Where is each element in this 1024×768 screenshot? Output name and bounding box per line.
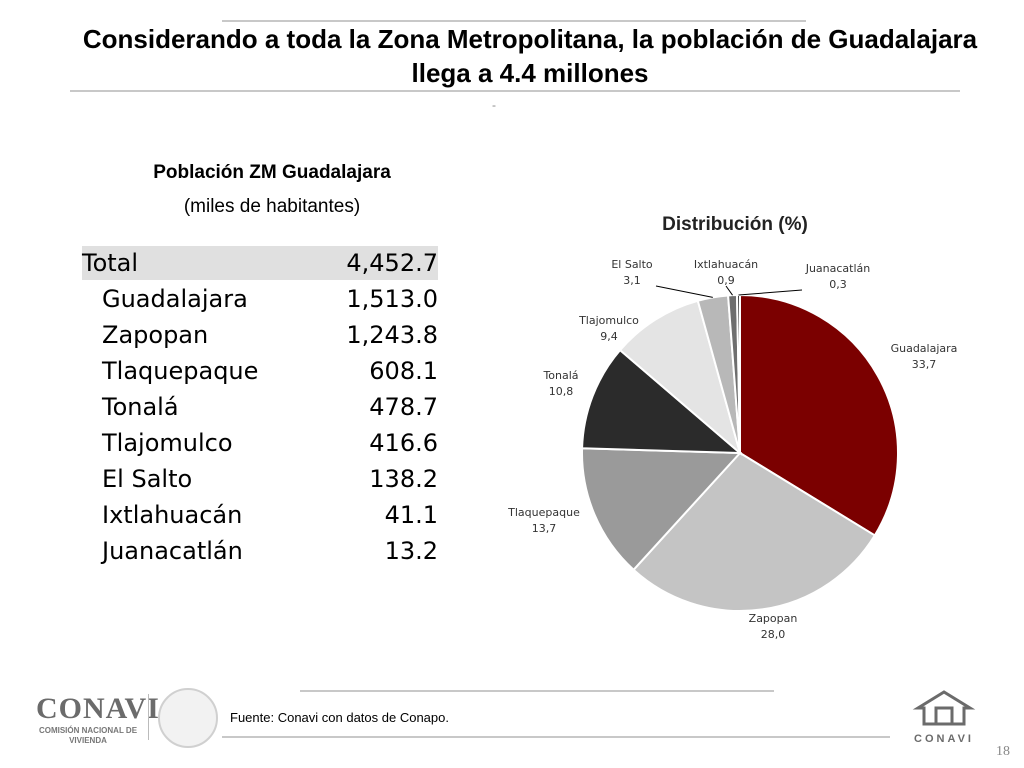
top-rule-2 (70, 90, 960, 92)
row-label: Tonalá (102, 393, 179, 421)
pie-slice-zapopan (632, 451, 877, 612)
conavi-logo: CONAVI COMISIÓN NACIONAL DE VIVIENDA (36, 692, 160, 746)
logo-separator (148, 694, 149, 740)
row-label: Total (82, 249, 139, 277)
pie-slice-guadalajara (739, 293, 899, 537)
row-value: 13.2 (384, 537, 438, 565)
table-row: Ixtlahuacán 41.1 (82, 498, 438, 532)
bottom-rule-1 (300, 690, 774, 692)
slice-name-label: Ixtlahuacán (694, 258, 758, 271)
table-row: Guadalajara 1,513.0 (82, 282, 438, 316)
house-icon (912, 690, 976, 726)
row-value: 416.6 (369, 429, 438, 457)
conavi-tagline: COMISIÓN NACIONAL DE VIVIENDA (38, 726, 138, 745)
source-note: Fuente: Conavi con datos de Conapo. (230, 710, 449, 725)
row-label: Tlajomulco (102, 429, 233, 457)
slice-name-label: El Salto (611, 258, 653, 271)
title-dash: - (492, 98, 496, 112)
slice-value-label: 0,3 (829, 278, 847, 291)
chart-title: Distribución (%) (662, 214, 808, 235)
table-subtitle: (miles de habitantes) (183, 196, 361, 217)
table-row: Tlaquepaque 608.1 (82, 354, 438, 388)
page-number: 18 (996, 744, 1010, 759)
slice-value-label: 0,9 (717, 274, 735, 287)
row-value: 1,243.8 (346, 321, 438, 349)
slice-name-label: Tonalá (542, 369, 578, 382)
leader-line (725, 285, 733, 296)
bottom-rule-2 (222, 736, 890, 738)
leader-line (738, 289, 803, 296)
row-value: 478.7 (369, 393, 438, 421)
row-value: 138.2 (369, 465, 438, 493)
slice-name-label: Juanacatlán (805, 262, 871, 275)
row-value: 41.1 (384, 501, 438, 529)
table-row: El Salto 138.2 (82, 462, 438, 496)
table-row: Juanacatlán 13.2 (82, 534, 438, 568)
slice-name-label: Zapopan (749, 612, 798, 625)
row-value: 4,452.7 (346, 249, 438, 277)
table-row: Zapopan 1,243.8 (82, 318, 438, 352)
pie-slice-tonal (581, 348, 743, 455)
slide-title: Considerando a toda la Zona Metropolitan… (82, 24, 978, 88)
conavi-house-logo: CONAVI (912, 688, 976, 745)
table-title: Población ZM Guadalajara (153, 162, 391, 183)
row-label: Juanacatlán (102, 537, 243, 565)
slice-value-label: 13,7 (532, 522, 557, 535)
table-row: Tlajomulco 416.6 (82, 426, 438, 460)
row-label: El Salto (102, 465, 193, 493)
slice-value-label: 3,1 (623, 274, 641, 287)
row-value: 1,513.0 (346, 285, 438, 313)
government-seal-icon (158, 688, 218, 748)
table-row-total: Total 4,452.7 (82, 246, 438, 280)
row-label: Ixtlahuacán (102, 501, 243, 529)
table-row: Tonalá 478.7 (82, 390, 438, 424)
pie-slice-tlajomulco (618, 299, 742, 456)
slice-value-label: 28,0 (761, 628, 786, 641)
row-value: 608.1 (369, 357, 438, 385)
leader-line (655, 285, 713, 298)
row-label: Zapopan (102, 321, 209, 349)
slice-name-label: Tlajomulco (578, 314, 639, 327)
slice-value-label: 33,7 (912, 358, 937, 371)
row-label: Guadalajara (102, 285, 248, 313)
row-label: Tlaquepaque (102, 357, 259, 385)
slice-value-label: 9,4 (600, 330, 618, 343)
slice-name-label: Guadalajara (891, 342, 958, 355)
house-logo-text: CONAVI (914, 733, 974, 745)
slice-value-label: 10,8 (549, 385, 574, 398)
slice-name-label: Tlaquepaque (507, 506, 580, 519)
top-rule-1 (222, 20, 806, 22)
pie-slice-tlaquepaque (581, 447, 743, 572)
conavi-wordmark: CONAVI (36, 692, 160, 725)
